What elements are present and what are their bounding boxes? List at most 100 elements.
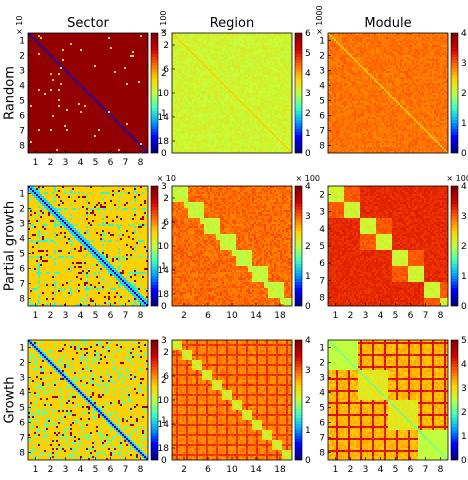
- heatmap-cell: [116, 135, 118, 137]
- heatmap-cell: [38, 113, 40, 115]
- heatmap-cell: [222, 71, 224, 73]
- heatmap-cell: [144, 107, 146, 109]
- heatmap-cell: [50, 123, 52, 125]
- heatmap-cell: [106, 93, 108, 95]
- heatmap-cell: [36, 143, 38, 145]
- heatmap-cell: [258, 51, 260, 53]
- heatmap-cell: [72, 149, 74, 151]
- heatmap-cell: [136, 129, 138, 131]
- heatmap-cell: [74, 133, 76, 135]
- heatmap-cell: [144, 117, 146, 119]
- heatmap-cell: [32, 69, 34, 71]
- heatmap-cell: [100, 123, 102, 125]
- heatmap-cell: [126, 113, 128, 115]
- heatmap-cell: [138, 121, 140, 123]
- heatmap-cell: [200, 75, 202, 77]
- heatmap-cell: [94, 109, 96, 111]
- heatmap-cell: [220, 69, 222, 71]
- heatmap-cell: [134, 107, 136, 109]
- heatmap-cell: [122, 81, 124, 83]
- heatmap-cell: [202, 43, 204, 45]
- heatmap-cell: [88, 93, 90, 95]
- heatmap-cell: [228, 53, 230, 55]
- heatmap-cell: [32, 115, 34, 117]
- heatmap-cell: [52, 51, 54, 53]
- heatmap-cell: [54, 61, 56, 63]
- heatmap-cell: [82, 135, 84, 137]
- heatmap-cell: [244, 59, 246, 61]
- heatmap-cell: [228, 39, 230, 41]
- heatmap-cell: [64, 139, 66, 141]
- heatmap-cell: [110, 39, 112, 41]
- heatmap-cell: [62, 75, 64, 77]
- heatmap-cell: [94, 89, 96, 91]
- heatmap-cell: [32, 87, 34, 89]
- heatmap-cell: [274, 57, 276, 59]
- heatmap-cell: [64, 145, 66, 147]
- heatmap-cell: [254, 63, 256, 65]
- heatmap-cell: [52, 111, 54, 113]
- heatmap-cell: [98, 127, 100, 129]
- heatmap-cell: [30, 149, 32, 151]
- heatmap-cell: [252, 71, 254, 73]
- heatmap-cell: [136, 97, 138, 99]
- heatmap-cell: [142, 93, 144, 95]
- heatmap-cell: [56, 53, 58, 55]
- heatmap-cell: [134, 63, 136, 65]
- colorbar-swatch: [151, 60, 158, 63]
- heatmap-cell: [130, 143, 132, 145]
- heatmap-cell: [114, 131, 116, 133]
- heatmap-cell: [264, 71, 266, 73]
- heatmap-cell: [256, 53, 258, 55]
- heatmap-cell: [36, 79, 38, 81]
- heatmap-cell: [234, 45, 236, 47]
- heatmap-cell: [74, 81, 76, 83]
- heatmap-cell: [42, 99, 44, 101]
- heatmap-cell: [190, 69, 192, 71]
- heatmap-cell: [266, 43, 268, 45]
- heatmap-cell: [46, 45, 48, 47]
- heatmap-cell: [54, 63, 56, 65]
- heatmap-cell: [142, 85, 144, 87]
- heatmap-cell: [48, 79, 50, 81]
- heatmap-cell: [222, 57, 224, 59]
- heatmap-cell: [94, 135, 96, 137]
- heatmap-cell: [52, 71, 54, 73]
- heatmap-cell: [272, 61, 274, 63]
- heatmap-cell: [34, 79, 36, 81]
- heatmap-cell: [34, 141, 36, 143]
- heatmap-cell: [34, 147, 36, 149]
- heatmap-cell: [94, 35, 96, 37]
- heatmap-cell: [48, 125, 50, 127]
- heatmap-cell: [270, 35, 272, 37]
- heatmap-cell: [32, 79, 34, 81]
- heatmap-cell: [178, 65, 180, 67]
- heatmap-cell: [38, 123, 40, 125]
- heatmap-cell: [228, 41, 230, 43]
- heatmap-cell: [184, 59, 186, 61]
- heatmap-cell: [44, 37, 46, 39]
- heatmap-cell: [46, 131, 48, 133]
- heatmap-cell: [38, 107, 40, 109]
- heatmap-cell: [92, 85, 94, 87]
- heatmap-cell: [140, 113, 142, 115]
- heatmap-cell: [40, 93, 42, 95]
- heatmap-cell: [78, 117, 80, 119]
- heatmap-cell: [60, 111, 62, 113]
- heatmap-cell: [66, 101, 68, 103]
- heatmap-cell: [126, 75, 128, 77]
- heatmap-cell: [126, 49, 128, 51]
- heatmap-cell: [286, 55, 288, 57]
- heatmap-cell: [42, 43, 44, 45]
- heatmap-cell: [134, 97, 136, 99]
- heatmap-cell: [62, 87, 64, 89]
- heatmap-cell: [42, 87, 44, 89]
- heatmap-cell: [124, 49, 126, 51]
- heatmap-cell: [198, 49, 200, 51]
- heatmap-cell: [266, 37, 268, 39]
- heatmap-cell: [66, 89, 68, 91]
- heatmap-cell: [258, 75, 260, 77]
- heatmap-cell: [62, 125, 64, 127]
- heatmap-cell: [78, 93, 80, 95]
- heatmap-cell: [80, 121, 82, 123]
